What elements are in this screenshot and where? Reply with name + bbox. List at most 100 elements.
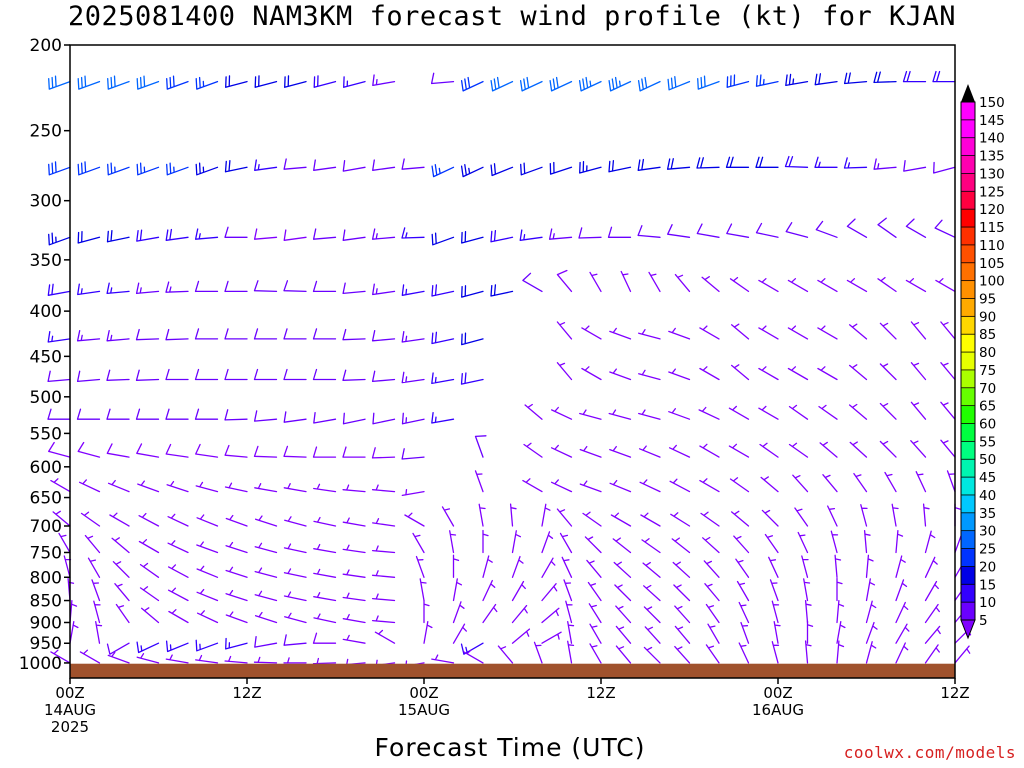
wind-barb [588, 603, 602, 624]
wind-barb-path [932, 70, 956, 83]
wind-barb-path [696, 157, 720, 169]
wind-barb-path [769, 579, 779, 602]
wind-barb [637, 76, 661, 92]
wind-barb-path [877, 217, 897, 238]
wind-barb-path [431, 232, 455, 246]
wind-barb-path [254, 611, 278, 624]
wind-barb [865, 578, 876, 602]
wind-barb-path [111, 537, 130, 554]
wind-barb-path [579, 445, 602, 458]
wind-barb-path [76, 370, 101, 383]
wind-barb-path [670, 512, 691, 527]
wind-barb-path [758, 325, 779, 340]
wind-barb-path [768, 556, 779, 578]
wind-barb-path [567, 640, 575, 664]
wind-barb [940, 362, 956, 381]
wind-barb-path [758, 366, 779, 381]
wind-barb-path [77, 283, 101, 296]
wind-barb [372, 159, 396, 171]
wind-barb-path [312, 328, 337, 340]
wind-barb-path [579, 480, 602, 493]
wind-barb-path [760, 476, 779, 493]
wind-barb [642, 561, 661, 578]
wind-barb [77, 161, 101, 176]
wind-barb [254, 515, 278, 527]
wind-barb-path [224, 482, 248, 493]
wind-barb [853, 472, 868, 493]
wind-barb [401, 412, 425, 425]
wind-barb [549, 76, 573, 92]
wind-barb-path [915, 471, 927, 493]
wind-barb [579, 409, 602, 420]
wind-barb-path [167, 513, 189, 527]
colorbar-segment [961, 494, 975, 514]
wind-barb-path [342, 412, 366, 425]
wind-barb [814, 73, 838, 86]
wind-barb [773, 620, 781, 644]
wind-barb [431, 284, 455, 297]
wind-barb-path [579, 160, 602, 174]
colorbar-segment [961, 602, 975, 621]
colorbar-segment [961, 244, 975, 264]
wind-barb [608, 160, 632, 173]
wind-barb [579, 160, 602, 174]
wind-barb-path [940, 401, 956, 420]
wind-barb-path [372, 412, 396, 425]
wind-barb-path [253, 445, 278, 458]
wind-barb-path [196, 565, 219, 578]
wind-barb-path [905, 218, 927, 238]
wind-barb [587, 581, 602, 602]
wind-barb-path [283, 445, 307, 458]
wind-barb [135, 282, 160, 295]
wind-barb [138, 539, 160, 554]
wind-barb-path [584, 536, 602, 554]
colorbar-label: 85 [979, 327, 996, 343]
wind-barb [804, 599, 812, 624]
wind-barb [312, 657, 337, 665]
wind-barb-path [879, 402, 897, 420]
wind-barb-path [69, 599, 78, 624]
colorbar-label: 25 [979, 542, 996, 558]
wind-barb-path [879, 363, 897, 381]
wind-barb [136, 229, 160, 242]
wind-barb [109, 512, 130, 527]
wind-barb-path [954, 645, 971, 664]
wind-barb [637, 158, 661, 171]
wind-barb [371, 370, 396, 383]
wind-barb-path [541, 583, 558, 602]
wind-barb [673, 584, 691, 602]
wind-barb-path [401, 284, 425, 296]
wind-barb-path [165, 408, 189, 420]
wind-barb-path [613, 561, 632, 578]
wind-barb [581, 366, 602, 381]
wind-barb [804, 640, 812, 664]
wind-barb-path [581, 325, 602, 340]
wind-barb [460, 76, 484, 92]
wind-barb-path [52, 510, 71, 527]
wind-barb-path [582, 511, 602, 527]
wind-barb [194, 280, 219, 293]
wind-barb [730, 510, 750, 527]
wind-barb-path [755, 156, 779, 168]
wind-barb-path [788, 404, 809, 420]
wind-barb-path [836, 599, 845, 624]
wind-barb [482, 579, 496, 602]
wind-barb-path [401, 412, 425, 425]
wind-barb [701, 276, 720, 293]
wind-barb-path [463, 649, 484, 664]
wind-barb-path [541, 607, 560, 624]
wind-barb [107, 479, 130, 493]
wind-barb [431, 331, 455, 345]
wind-barb-path [254, 567, 278, 578]
wind-barb [511, 628, 531, 644]
wind-barb-path [822, 474, 838, 493]
wind-barb-path [803, 578, 811, 602]
wind-barb-path [461, 230, 484, 244]
wind-barb [643, 584, 661, 602]
wind-barb [431, 411, 455, 424]
wind-barb [482, 555, 493, 578]
wind-barb-path [674, 605, 691, 624]
wind-barb [139, 562, 160, 578]
wind-barb-path [924, 625, 941, 644]
wind-barb [195, 639, 219, 652]
